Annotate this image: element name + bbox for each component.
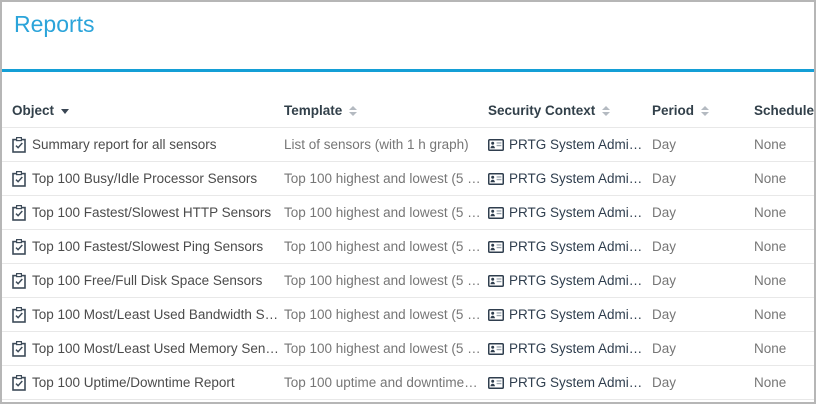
- user-id-card-icon: [488, 376, 504, 389]
- report-name-link[interactable]: Top 100 Busy/Idle Processor Sensors: [32, 171, 258, 186]
- security-context-cell: PRTG System Admi…: [488, 137, 652, 152]
- security-context-label: PRTG System Admi…: [509, 273, 643, 288]
- period-cell: Day: [652, 171, 677, 186]
- table-row[interactable]: Top 100 Fastest/Slowest HTTP Sensors Top…: [2, 196, 814, 230]
- report-name-link[interactable]: Summary report for all sensors: [32, 137, 217, 152]
- report-clipboard-check-icon: [12, 170, 26, 187]
- security-context-label: PRTG System Admi…: [509, 239, 643, 254]
- user-id-card-icon: [488, 342, 504, 355]
- table-row[interactable]: Summary report for all sensors List of s…: [2, 128, 814, 162]
- schedule-cell: None: [754, 307, 787, 322]
- report-clipboard-check-icon: [12, 306, 26, 323]
- template-cell: Top 100 highest and lowest (5 …: [284, 307, 481, 322]
- security-context-label: PRTG System Admi…: [509, 307, 643, 322]
- schedule-cell: None: [754, 273, 787, 288]
- sort-updown-icon: [602, 105, 611, 116]
- report-object-cell[interactable]: Top 100 Fastest/Slowest Ping Sensors: [12, 238, 284, 255]
- security-context-cell: PRTG System Admi…: [488, 375, 652, 390]
- security-context-cell: PRTG System Admi…: [488, 273, 652, 288]
- report-clipboard-check-icon: [12, 374, 26, 391]
- security-context-label: PRTG System Admi…: [509, 341, 643, 356]
- period-cell: Day: [652, 137, 677, 152]
- user-id-card-icon: [488, 274, 504, 287]
- column-header-security-context-label: Security Context: [488, 103, 596, 118]
- period-cell: Day: [652, 239, 677, 254]
- period-cell: Day: [652, 341, 677, 356]
- template-cell: Top 100 highest and lowest (5 …: [284, 273, 481, 288]
- user-id-card-icon: [488, 172, 504, 185]
- schedule-cell: None: [754, 205, 787, 220]
- period-cell: Day: [652, 273, 677, 288]
- column-header-template-label: Template: [284, 103, 343, 118]
- security-context-cell: PRTG System Admi…: [488, 205, 652, 220]
- caret-down-icon: [61, 109, 70, 114]
- column-header-object[interactable]: Object: [12, 103, 284, 118]
- template-cell: Top 100 highest and lowest (5 …: [284, 239, 481, 254]
- user-id-card-icon: [488, 206, 504, 219]
- schedule-cell: None: [754, 239, 787, 254]
- report-object-cell[interactable]: Top 100 Most/Least Used Bandwidth S…: [12, 306, 284, 323]
- security-context-label: PRTG System Admi…: [509, 171, 643, 186]
- security-context-cell: PRTG System Admi…: [488, 307, 652, 322]
- user-id-card-icon: [488, 240, 504, 253]
- schedule-cell: None: [754, 375, 787, 390]
- report-object-cell[interactable]: Top 100 Most/Least Used Memory Sen…: [12, 340, 284, 357]
- template-cell: List of sensors (with 1 h graph): [284, 137, 469, 152]
- template-cell: Top 100 highest and lowest (5 …: [284, 171, 481, 186]
- column-header-period[interactable]: Period: [652, 103, 754, 118]
- user-id-card-icon: [488, 308, 504, 321]
- page-header: Reports: [2, 2, 814, 72]
- security-context-cell: PRTG System Admi…: [488, 341, 652, 356]
- column-header-object-label: Object: [12, 103, 55, 118]
- security-context-label: PRTG System Admi…: [509, 375, 643, 390]
- security-context-cell: PRTG System Admi…: [488, 171, 652, 186]
- security-context-label: PRTG System Admi…: [509, 205, 643, 220]
- report-object-cell[interactable]: Summary report for all sensors: [12, 136, 284, 153]
- security-context-cell: PRTG System Admi…: [488, 239, 652, 254]
- report-object-cell[interactable]: Top 100 Fastest/Slowest HTTP Sensors: [12, 204, 284, 221]
- report-name-link[interactable]: Top 100 Free/Full Disk Space Sensors: [32, 273, 263, 288]
- table-row[interactable]: Top 100 Fastest/Slowest Ping Sensors Top…: [2, 230, 814, 264]
- period-cell: Day: [652, 375, 677, 390]
- report-clipboard-check-icon: [12, 238, 26, 255]
- report-clipboard-check-icon: [12, 136, 26, 153]
- column-header-template[interactable]: Template: [284, 103, 488, 118]
- template-cell: Top 100 uptime and downtime…: [284, 375, 478, 390]
- table-header-row: Object Template Security Context Period …: [2, 72, 814, 128]
- report-name-link[interactable]: Top 100 Uptime/Downtime Report: [32, 375, 235, 390]
- schedule-cell: None: [754, 341, 787, 356]
- report-clipboard-check-icon: [12, 340, 26, 357]
- report-clipboard-check-icon: [12, 204, 26, 221]
- column-header-schedule-label: Schedule: [754, 103, 815, 118]
- report-object-cell[interactable]: Top 100 Free/Full Disk Space Sensors: [12, 272, 284, 289]
- table-row[interactable]: Top 100 Uptime/Downtime Report Top 100 u…: [2, 366, 814, 400]
- table-row[interactable]: Top 100 Busy/Idle Processor Sensors Top …: [2, 162, 814, 196]
- column-header-security-context[interactable]: Security Context: [488, 103, 652, 118]
- sort-updown-icon: [349, 105, 358, 116]
- security-context-label: PRTG System Admi…: [509, 137, 643, 152]
- report-name-link[interactable]: Top 100 Most/Least Used Memory Sen…: [32, 341, 279, 356]
- period-cell: Day: [652, 205, 677, 220]
- schedule-cell: None: [754, 171, 787, 186]
- report-object-cell[interactable]: Top 100 Uptime/Downtime Report: [12, 374, 284, 391]
- sort-updown-icon: [701, 105, 710, 116]
- report-name-link[interactable]: Top 100 Most/Least Used Bandwidth S…: [32, 307, 279, 322]
- template-cell: Top 100 highest and lowest (5 …: [284, 341, 481, 356]
- table-row[interactable]: Top 100 Most/Least Used Bandwidth S… Top…: [2, 298, 814, 332]
- column-header-schedule[interactable]: Schedule: [754, 103, 815, 118]
- period-cell: Day: [652, 307, 677, 322]
- table-row[interactable]: Top 100 Free/Full Disk Space Sensors Top…: [2, 264, 814, 298]
- page-title: Reports: [14, 11, 95, 37]
- table-body: Summary report for all sensors List of s…: [2, 128, 814, 400]
- user-id-card-icon: [488, 138, 504, 151]
- column-header-period-label: Period: [652, 103, 695, 118]
- report-clipboard-check-icon: [12, 272, 26, 289]
- table-row[interactable]: Top 100 Most/Least Used Memory Sen… Top …: [2, 332, 814, 366]
- template-cell: Top 100 highest and lowest (5 …: [284, 205, 481, 220]
- report-name-link[interactable]: Top 100 Fastest/Slowest HTTP Sensors: [32, 205, 272, 220]
- report-name-link[interactable]: Top 100 Fastest/Slowest Ping Sensors: [32, 239, 264, 254]
- report-object-cell[interactable]: Top 100 Busy/Idle Processor Sensors: [12, 170, 284, 187]
- schedule-cell: None: [754, 137, 787, 152]
